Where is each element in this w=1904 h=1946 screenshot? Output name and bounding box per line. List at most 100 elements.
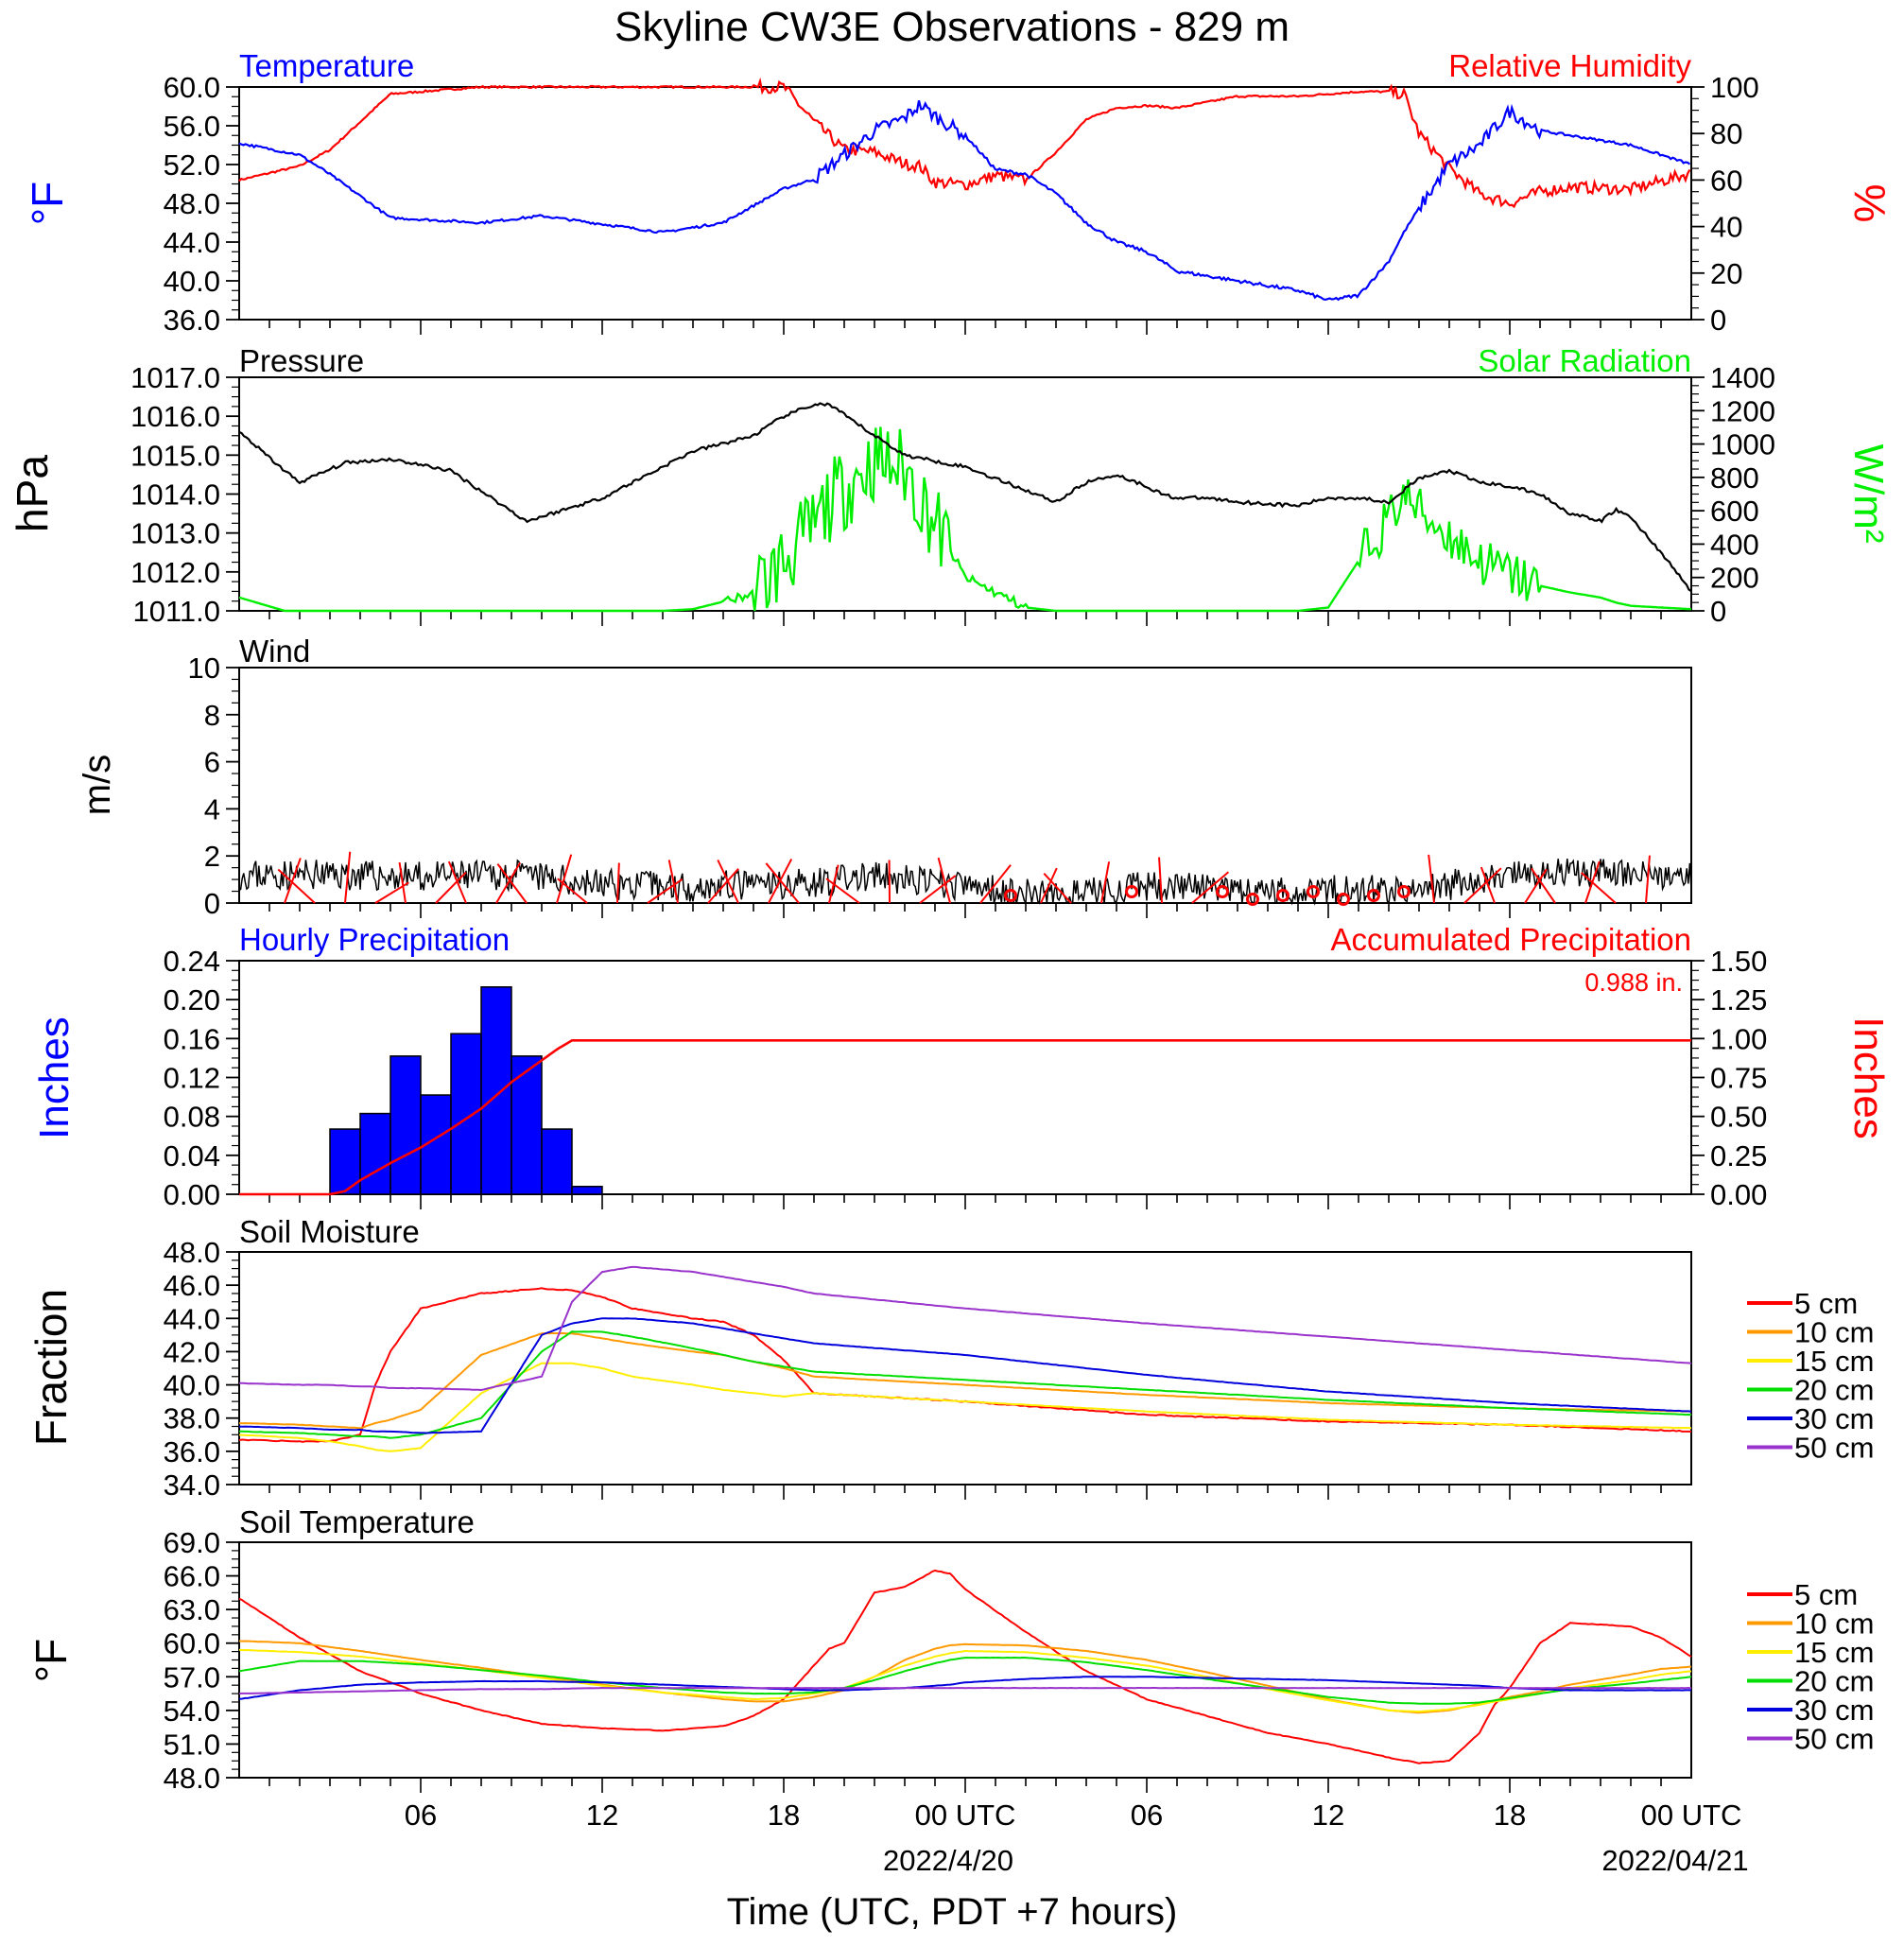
- y-axis-label-left: °F: [26, 1639, 76, 1683]
- y-left-tick-label: 52.0: [164, 148, 220, 182]
- y-left-tick-label: 42.0: [164, 1335, 220, 1368]
- y-right-tick-label: 1.50: [1710, 945, 1767, 978]
- y-right-tick-label: 1200: [1710, 394, 1775, 427]
- wind-barb: [979, 864, 1012, 904]
- wind-barb: [707, 868, 739, 904]
- soil-line-10cm: [238, 1331, 1691, 1430]
- y-right-tick-label: 600: [1710, 495, 1759, 528]
- panel-title-left: Wind: [239, 634, 310, 669]
- y-left-tick-label: 57.0: [164, 1660, 220, 1694]
- x-tick-label: 00 UTC: [1641, 1798, 1742, 1832]
- y-right-tick-label: 0.00: [1710, 1178, 1767, 1211]
- wind-barb: [1043, 872, 1072, 904]
- wind-barb: [1463, 867, 1502, 904]
- calm-wind-marker: [1367, 889, 1380, 902]
- legend-label: 50 cm: [1794, 1723, 1874, 1756]
- y-left-tick-label: 66.0: [164, 1560, 220, 1593]
- wind-barb: [435, 871, 467, 904]
- date-label-1: 2022/4/20: [883, 1844, 1013, 1877]
- x-tick-label: 06: [405, 1798, 437, 1832]
- wind-barb: [344, 851, 352, 904]
- y-right-tick-label: 0.25: [1710, 1139, 1767, 1173]
- calm-wind-marker: [1337, 893, 1350, 906]
- x-axis-label: Time (UTC, PDT +7 hours): [727, 1891, 1178, 1933]
- wind-barb: [825, 877, 860, 904]
- wind-barb: [556, 854, 573, 904]
- wind-barb: [919, 875, 957, 904]
- y-axis-label-left: m/s: [77, 755, 118, 815]
- precip-total-label: 0.988 in.: [1584, 968, 1683, 997]
- hourly-precip-bar: [450, 1033, 482, 1195]
- panel-title-left: Temperature: [239, 48, 414, 83]
- hourly-precip-bar: [359, 1112, 391, 1195]
- wind-barb: [1040, 867, 1058, 904]
- y-right-tick-label: 0.50: [1710, 1101, 1767, 1134]
- y-right-tick-label: 1000: [1710, 428, 1775, 461]
- y-left-tick-label: 54.0: [164, 1694, 220, 1728]
- y-left-tick-label: 6: [204, 746, 220, 779]
- x-tick-label: 18: [768, 1798, 800, 1832]
- y-axis-label-left: Inches: [31, 1016, 78, 1139]
- humidity-line: [238, 77, 1691, 209]
- y-left-tick-label: 1014.0: [130, 478, 220, 512]
- legend-label: 50 cm: [1794, 1432, 1874, 1465]
- soil-line-50cm: [239, 1265, 1692, 1392]
- wind-barb: [447, 860, 467, 904]
- soil-line-20cm: [238, 1656, 1692, 1705]
- accumulated-precip-line: [239, 1039, 1691, 1196]
- wind-barb: [1428, 854, 1435, 904]
- wind-barb: [495, 861, 521, 904]
- legend-label: 15 cm: [1794, 1636, 1874, 1669]
- panel-title-right: Solar Radiation: [1478, 343, 1691, 378]
- y-left-tick-label: 0.16: [164, 1022, 220, 1055]
- solar-radiation-line: [238, 426, 1692, 613]
- y-axis-label-left: hPa: [8, 455, 57, 532]
- panel-frame-2: 1017.0 1016.0 1015.0 1014.0 1013.0 1012.0 1011…: [8, 343, 1892, 628]
- calm-wind-marker: [1216, 885, 1229, 898]
- wind-speed-line: [238, 859, 1692, 906]
- x-tick-label: 12: [586, 1798, 618, 1832]
- y-left-tick-label: 10: [188, 652, 220, 685]
- y-right-tick-label: 0: [1710, 304, 1726, 337]
- soil-line-10cm: [238, 1640, 1692, 1714]
- wind-barb: [765, 862, 800, 904]
- y-left-tick-label: 69.0: [164, 1526, 220, 1559]
- y-left-tick-label: 0.12: [164, 1062, 220, 1095]
- legend-label: 20 cm: [1794, 1374, 1874, 1407]
- soil-line-30cm: [238, 1317, 1692, 1434]
- plot-frame: [238, 667, 1692, 904]
- y-left-tick-label: 46.0: [164, 1269, 220, 1302]
- y-axis-label-right: %: [1845, 184, 1895, 223]
- y-left-tick-label: 1016.0: [130, 400, 220, 433]
- wind-barb: [1581, 872, 1617, 904]
- y-left-tick-label: 63.0: [164, 1593, 220, 1626]
- panel-title-right: Relative Humidity: [1448, 48, 1691, 83]
- y-left-tick-label: 60.0: [164, 71, 220, 104]
- y-right-tick-label: 800: [1710, 461, 1759, 495]
- y-left-tick-label: 2: [204, 840, 220, 873]
- y-right-tick-label: 20: [1710, 257, 1742, 290]
- y-right-tick-label: 0: [1710, 595, 1726, 628]
- wind-barb: [277, 868, 316, 904]
- soil-line-5cm: [238, 1569, 1692, 1764]
- wind-barb: [1191, 871, 1230, 904]
- hourly-precip-bar: [571, 1186, 603, 1195]
- wind-barb: [1158, 857, 1163, 904]
- y-left-tick-label: 8: [204, 699, 220, 732]
- plot-frame: [238, 86, 1692, 321]
- y-left-tick-label: 60.0: [164, 1627, 220, 1660]
- calm-wind-marker: [1125, 885, 1138, 898]
- panel-frame-4: 0.24 0.20 0.16 0.12 0.08 0.04 0.00 1.50 1.25 1.00…: [31, 922, 1892, 1211]
- y-right-tick-label: 1400: [1710, 361, 1775, 394]
- y-axis-label-right: Inches: [1845, 1016, 1892, 1139]
- y-left-tick-label: 48.0: [164, 1762, 220, 1795]
- y-left-tick-label: 51.0: [164, 1728, 220, 1761]
- soil-line-20cm: [238, 1330, 1692, 1439]
- wind-barb: [398, 861, 407, 904]
- y-right-tick-label: 40: [1710, 211, 1742, 244]
- soil-line-50cm: [238, 1686, 1692, 1694]
- y-right-tick-label: 0.75: [1710, 1062, 1767, 1095]
- panel-frame-3: 10 8 6 4 2 0 Wind m/s: [77, 634, 1692, 920]
- panel-frame-6: 69.066.063.060.057.054.051.048.0 Soil Tem…: [26, 1504, 1874, 1795]
- panel-title-left: Hourly Precipitation: [239, 922, 510, 957]
